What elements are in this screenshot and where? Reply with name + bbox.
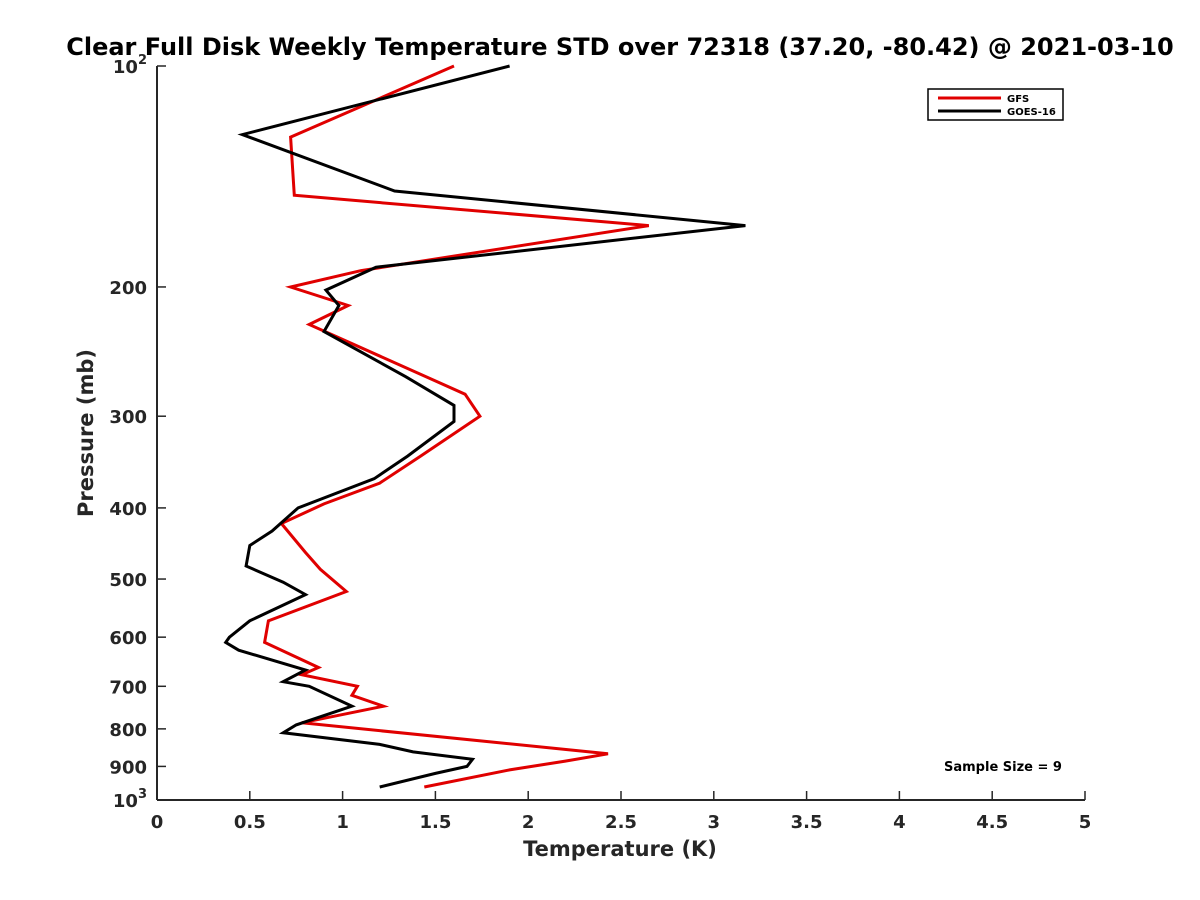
y-tick-label: 500	[109, 570, 147, 591]
y-tick-label: 900	[109, 757, 147, 778]
series-layer	[223, 64, 746, 789]
y-tick-label: 800	[109, 720, 147, 741]
x-tick-label: 1	[336, 812, 349, 833]
y-axis-label: Pressure (mb)	[74, 349, 98, 517]
x-axis-label: Temperature (K)	[523, 837, 717, 861]
sample-size-annotation: Sample Size = 9	[944, 760, 1062, 775]
chart-title: Clear Full Disk Weekly Temperature STD o…	[66, 33, 1174, 61]
series-line-goes-16	[223, 64, 746, 789]
x-tick-label: 3.5	[791, 812, 823, 833]
legend-label-gfs: GFS	[1007, 94, 1029, 105]
x-tick-label: 3	[708, 812, 721, 833]
y-tick-label: 102	[113, 53, 147, 78]
x-tick-label: 4.5	[976, 812, 1008, 833]
y-tick-label: 300	[109, 407, 147, 428]
legend: GFS GOES-16	[927, 88, 1064, 121]
y-tick-label: 600	[109, 628, 147, 649]
x-tick-label: 2.5	[605, 812, 637, 833]
legend-box	[927, 88, 1064, 121]
series-line-gfs	[262, 64, 650, 789]
y-tick-label: 700	[109, 677, 147, 698]
x-tick-label: 1.5	[419, 812, 451, 833]
x-tick-label: 0	[151, 812, 164, 833]
y-tick-label: 103	[113, 787, 147, 812]
x-tick-label: 5	[1079, 812, 1092, 833]
x-tick-label: 0.5	[234, 812, 266, 833]
y-tick-label: 200	[109, 278, 147, 299]
x-tick-label: 4	[893, 812, 906, 833]
x-tick-label: 2	[522, 812, 535, 833]
legend-label-goes-16: GOES-16	[1007, 107, 1056, 118]
axis-ticks: 0 0.5 1 1.5 2 2.5 3 3.5 4 4.5 5 102 200 300 400 500 600 7…	[109, 53, 1091, 833]
y-tick-label: 400	[109, 499, 147, 520]
